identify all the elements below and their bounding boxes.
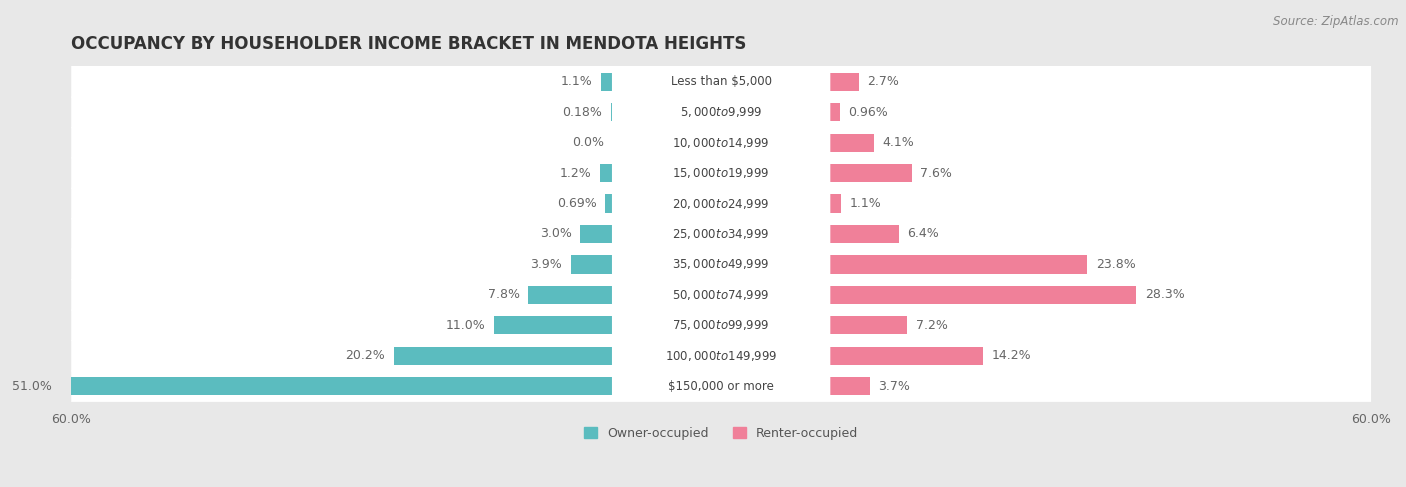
Text: 2.7%: 2.7% xyxy=(868,75,900,88)
Text: 7.8%: 7.8% xyxy=(488,288,520,301)
Text: Source: ZipAtlas.com: Source: ZipAtlas.com xyxy=(1274,15,1399,28)
Text: $25,000 to $34,999: $25,000 to $34,999 xyxy=(672,227,770,241)
Text: 6.4%: 6.4% xyxy=(907,227,939,241)
Text: 51.0%: 51.0% xyxy=(11,379,52,393)
Bar xyxy=(830,164,911,182)
FancyBboxPatch shape xyxy=(72,218,1371,250)
FancyBboxPatch shape xyxy=(612,374,831,398)
Bar xyxy=(830,103,839,121)
FancyBboxPatch shape xyxy=(612,191,831,216)
Text: 14.2%: 14.2% xyxy=(993,349,1032,362)
FancyBboxPatch shape xyxy=(612,100,831,124)
Legend: Owner-occupied, Renter-occupied: Owner-occupied, Renter-occupied xyxy=(579,422,863,445)
FancyBboxPatch shape xyxy=(72,309,1371,341)
Text: $10,000 to $14,999: $10,000 to $14,999 xyxy=(672,136,770,150)
FancyBboxPatch shape xyxy=(72,248,1371,280)
Text: OCCUPANCY BY HOUSEHOLDER INCOME BRACKET IN MENDOTA HEIGHTS: OCCUPANCY BY HOUSEHOLDER INCOME BRACKET … xyxy=(72,35,747,53)
FancyBboxPatch shape xyxy=(72,157,1371,189)
FancyBboxPatch shape xyxy=(612,252,831,277)
FancyBboxPatch shape xyxy=(612,282,831,307)
FancyBboxPatch shape xyxy=(72,370,1371,402)
Text: 0.69%: 0.69% xyxy=(557,197,596,210)
Text: $100,000 to $149,999: $100,000 to $149,999 xyxy=(665,349,778,363)
Bar xyxy=(830,225,898,243)
Text: $35,000 to $49,999: $35,000 to $49,999 xyxy=(672,257,770,271)
FancyBboxPatch shape xyxy=(612,343,831,368)
Text: $150,000 or more: $150,000 or more xyxy=(668,379,775,393)
FancyBboxPatch shape xyxy=(72,127,1371,158)
FancyBboxPatch shape xyxy=(612,70,831,94)
Text: 1.1%: 1.1% xyxy=(851,197,882,210)
Text: $20,000 to $24,999: $20,000 to $24,999 xyxy=(672,197,770,210)
Text: 0.96%: 0.96% xyxy=(849,106,889,119)
Text: 0.18%: 0.18% xyxy=(562,106,602,119)
Bar xyxy=(830,133,875,152)
Text: 0.0%: 0.0% xyxy=(572,136,605,149)
Text: 3.9%: 3.9% xyxy=(530,258,562,271)
Bar xyxy=(830,73,859,91)
Text: 7.6%: 7.6% xyxy=(921,167,952,180)
Bar xyxy=(60,377,613,395)
Bar xyxy=(581,225,613,243)
Bar xyxy=(606,194,613,213)
FancyBboxPatch shape xyxy=(72,187,1371,219)
FancyBboxPatch shape xyxy=(72,66,1371,97)
FancyBboxPatch shape xyxy=(72,96,1371,128)
FancyBboxPatch shape xyxy=(612,161,831,185)
FancyBboxPatch shape xyxy=(612,313,831,337)
Text: 4.1%: 4.1% xyxy=(883,136,914,149)
Bar xyxy=(830,194,841,213)
Text: 23.8%: 23.8% xyxy=(1095,258,1136,271)
Bar xyxy=(600,164,613,182)
Text: 28.3%: 28.3% xyxy=(1144,288,1184,301)
FancyBboxPatch shape xyxy=(72,279,1371,311)
Bar xyxy=(610,103,613,121)
Text: Less than $5,000: Less than $5,000 xyxy=(671,75,772,88)
Text: 7.2%: 7.2% xyxy=(917,318,948,332)
Bar xyxy=(494,316,613,335)
Bar xyxy=(600,73,613,91)
Text: 1.1%: 1.1% xyxy=(561,75,592,88)
Text: $75,000 to $99,999: $75,000 to $99,999 xyxy=(672,318,770,332)
Bar xyxy=(830,255,1087,274)
Text: 11.0%: 11.0% xyxy=(446,318,485,332)
FancyBboxPatch shape xyxy=(612,131,831,155)
Bar xyxy=(394,347,613,365)
FancyBboxPatch shape xyxy=(72,340,1371,372)
Text: $50,000 to $74,999: $50,000 to $74,999 xyxy=(672,288,770,302)
Bar xyxy=(830,316,907,335)
Text: 20.2%: 20.2% xyxy=(346,349,385,362)
Bar xyxy=(830,377,869,395)
FancyBboxPatch shape xyxy=(612,222,831,246)
Text: 3.7%: 3.7% xyxy=(879,379,910,393)
Text: 1.2%: 1.2% xyxy=(560,167,591,180)
Text: $15,000 to $19,999: $15,000 to $19,999 xyxy=(672,166,770,180)
Bar xyxy=(830,286,1136,304)
Text: $5,000 to $9,999: $5,000 to $9,999 xyxy=(681,105,762,119)
Bar xyxy=(571,255,613,274)
Bar xyxy=(529,286,613,304)
Bar xyxy=(830,347,983,365)
Text: 3.0%: 3.0% xyxy=(540,227,572,241)
